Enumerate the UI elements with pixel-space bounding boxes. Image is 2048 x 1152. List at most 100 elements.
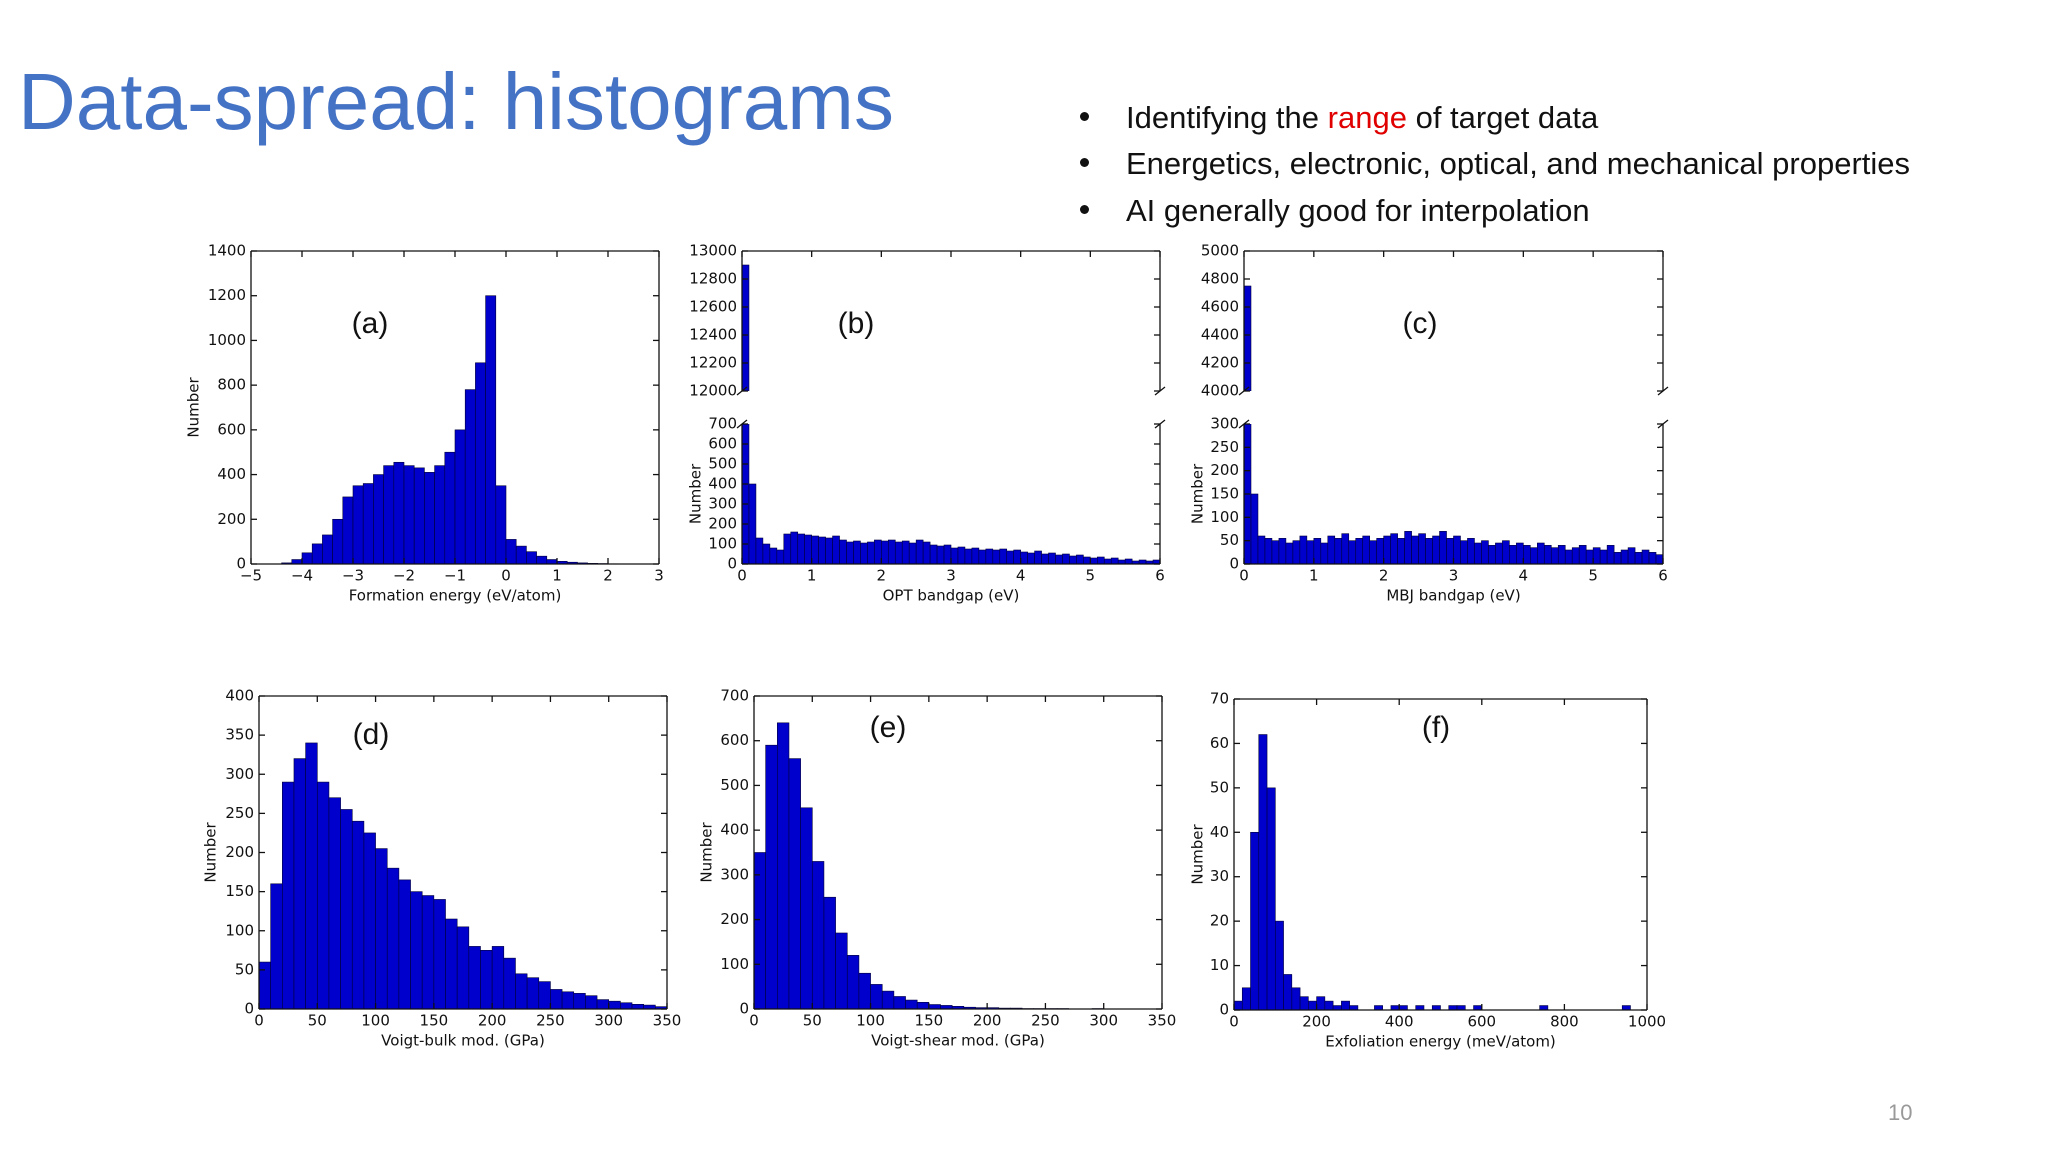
bar — [964, 548, 973, 564]
bar — [1627, 547, 1636, 564]
bar — [550, 989, 563, 1009]
bar — [1062, 553, 1070, 564]
bar — [788, 758, 801, 1009]
bar — [433, 899, 446, 1009]
bar — [804, 534, 812, 564]
bar — [475, 362, 486, 564]
x-tick-label: 50 — [308, 1012, 327, 1030]
x-tick-label: 0 — [737, 567, 747, 585]
bar — [424, 472, 435, 564]
bar — [1083, 556, 1091, 564]
bar — [291, 559, 303, 564]
y-tick-label: 400 — [225, 687, 254, 705]
bar — [887, 539, 896, 564]
x-tick-label: 2 — [877, 567, 887, 585]
panel-label: (a) — [352, 307, 389, 340]
y-tick-label: 1200 — [208, 286, 246, 304]
y-tick-label: 700 — [720, 687, 749, 705]
bar — [468, 946, 481, 1009]
x-tick-label: 6 — [1155, 567, 1165, 585]
bar — [936, 545, 945, 564]
bar — [1264, 538, 1273, 564]
bar — [342, 496, 354, 564]
bar — [929, 544, 938, 564]
x-tick-label: 1 — [552, 567, 562, 585]
x-tick-label: 5 — [1086, 567, 1096, 585]
y-axis-label: Number — [185, 377, 203, 438]
y-tick-label: 500 — [720, 776, 749, 794]
x-tick-label: −2 — [393, 567, 415, 585]
bar — [783, 533, 792, 564]
bar — [1291, 987, 1301, 1010]
y-tick-label: 800 — [217, 376, 246, 394]
bar — [1316, 996, 1326, 1010]
bar — [1411, 535, 1419, 564]
bar — [992, 549, 1001, 564]
x-tick-label: 0 — [254, 1012, 264, 1030]
slide-title: Data-spread: histograms — [18, 57, 894, 146]
bar — [1341, 533, 1350, 564]
bar — [1523, 545, 1531, 564]
x-tick-label: 150 — [915, 1012, 944, 1030]
y-tick-label: 10 — [1210, 956, 1229, 974]
x-tick-label: 0 — [501, 567, 511, 585]
y-tick-label: 30 — [1210, 867, 1229, 885]
x-tick-label: 250 — [536, 1012, 565, 1030]
bar — [835, 932, 848, 1009]
bar — [282, 781, 295, 1009]
bar — [1415, 1005, 1425, 1010]
y-tick-label: 0 — [1219, 1001, 1229, 1019]
y-tick-label: 200 — [720, 910, 749, 928]
x-tick-label: 3 — [654, 567, 664, 585]
bar — [893, 996, 906, 1009]
y-axis-label: Number — [687, 463, 705, 524]
y-axis-label: Number — [202, 822, 220, 883]
x-axis-label: Formation energy (eV/atom) — [349, 587, 562, 605]
bar — [797, 533, 806, 564]
bar — [870, 984, 883, 1009]
x-tick-label: 1 — [1309, 567, 1319, 585]
bar — [1432, 535, 1440, 564]
bar — [769, 547, 778, 564]
y-tick-label: 300 — [720, 865, 749, 883]
bar — [1324, 1000, 1334, 1010]
bullet: Identifying the range of target data — [1126, 102, 1598, 133]
bar — [1599, 549, 1608, 564]
y-tick-label: 0 — [739, 1000, 749, 1018]
bar — [1362, 535, 1371, 564]
bullet-dot — [1080, 112, 1089, 121]
bar — [1103, 558, 1112, 564]
bar — [351, 820, 365, 1009]
bar — [1592, 547, 1601, 564]
y-tick-label: 250 — [1210, 438, 1239, 456]
y-tick-label: 200 — [708, 515, 737, 533]
bar — [456, 926, 470, 1009]
bar — [1320, 542, 1329, 564]
bar — [363, 832, 376, 1009]
y-tick-label: 100 — [708, 535, 737, 553]
bar — [1467, 538, 1475, 564]
bar — [1578, 545, 1587, 564]
bar — [1634, 552, 1643, 564]
bar — [1453, 535, 1461, 564]
bar — [1355, 538, 1364, 564]
bar — [839, 539, 847, 564]
x-tick-label: 300 — [1089, 1012, 1118, 1030]
bar — [503, 957, 516, 1009]
bullet: Energetics, electronic, optical, and mec… — [1126, 146, 1911, 181]
bar — [386, 867, 400, 1009]
bar — [1244, 424, 1252, 564]
bar — [1278, 538, 1287, 564]
y-tick-label: 0 — [1229, 555, 1239, 573]
bar — [1537, 542, 1545, 564]
bar — [1397, 538, 1405, 564]
bar — [811, 535, 819, 564]
bar — [1495, 542, 1503, 564]
bar — [1313, 538, 1322, 564]
bar — [1641, 549, 1650, 564]
bar — [495, 485, 507, 564]
bar — [1244, 285, 1252, 391]
bar — [301, 552, 313, 564]
y-tick-label: 4000 — [1201, 382, 1239, 400]
